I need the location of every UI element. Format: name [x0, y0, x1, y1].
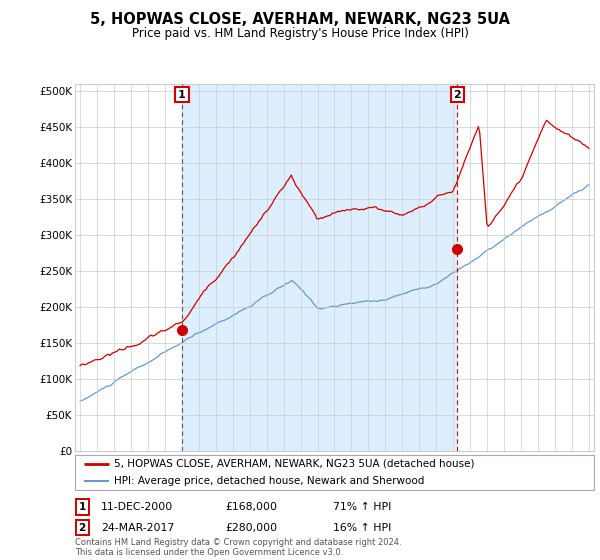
Text: 24-MAR-2017: 24-MAR-2017: [101, 522, 174, 533]
Text: £280,000: £280,000: [225, 522, 277, 533]
Text: 2: 2: [79, 522, 86, 533]
Text: 1: 1: [79, 502, 86, 512]
Text: Price paid vs. HM Land Registry's House Price Index (HPI): Price paid vs. HM Land Registry's House …: [131, 27, 469, 40]
Text: 1: 1: [178, 90, 186, 100]
Text: 71% ↑ HPI: 71% ↑ HPI: [333, 502, 391, 512]
Bar: [182, 84, 457, 451]
Text: £168,000: £168,000: [225, 502, 277, 512]
Text: 5, HOPWAS CLOSE, AVERHAM, NEWARK, NG23 5UA (detached house): 5, HOPWAS CLOSE, AVERHAM, NEWARK, NG23 5…: [114, 459, 475, 469]
Text: 16% ↑ HPI: 16% ↑ HPI: [333, 522, 391, 533]
Text: 11-DEC-2000: 11-DEC-2000: [101, 502, 173, 512]
Text: 2: 2: [454, 90, 461, 100]
Text: 5, HOPWAS CLOSE, AVERHAM, NEWARK, NG23 5UA: 5, HOPWAS CLOSE, AVERHAM, NEWARK, NG23 5…: [90, 12, 510, 27]
Text: Contains HM Land Registry data © Crown copyright and database right 2024.
This d: Contains HM Land Registry data © Crown c…: [75, 538, 401, 557]
Text: HPI: Average price, detached house, Newark and Sherwood: HPI: Average price, detached house, Newa…: [114, 477, 424, 486]
